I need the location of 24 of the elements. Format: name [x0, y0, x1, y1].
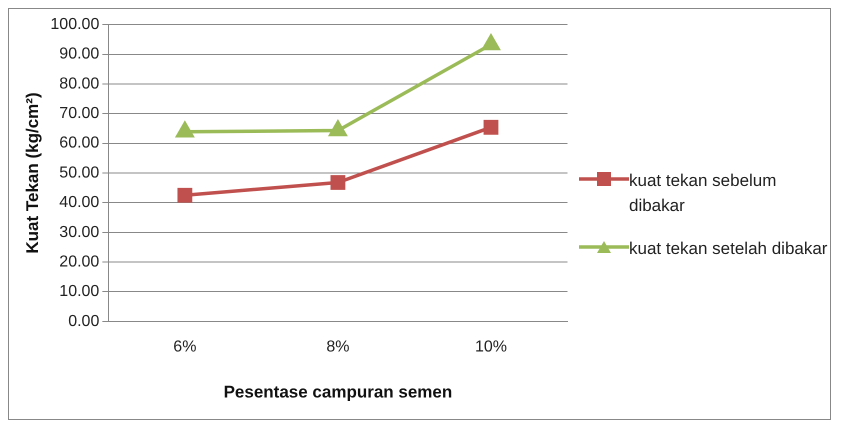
point — [484, 119, 498, 134]
point — [176, 121, 194, 137]
y-tick-label: 80.00 — [59, 74, 100, 92]
y-tick-label: 100.00 — [50, 16, 100, 33]
y-tick-label: 70.00 — [59, 104, 100, 122]
y-tick-label: 20.00 — [59, 252, 100, 270]
y-tick-label: 30.00 — [59, 223, 100, 240]
y-tick-label: 60.00 — [59, 134, 100, 152]
point — [482, 34, 500, 50]
x-axis-title: Pesentase campuran semen — [224, 382, 452, 401]
x-tick-label: 8% — [326, 338, 350, 355]
y-tick-label: 40.00 — [59, 194, 100, 211]
legend-label: kuat tekan sebelum dibakar — [629, 170, 778, 216]
legend-label: kuat tekan setelah dibakar — [629, 238, 828, 260]
x-tick-label: 6% — [173, 338, 196, 355]
point — [330, 174, 346, 190]
point — [329, 120, 347, 136]
y-tick-label: 50.00 — [59, 164, 100, 181]
point — [177, 187, 192, 202]
x-tick-label: 10% — [474, 338, 507, 355]
y-axis-title: Kuat Tekan (kg/cm²) — [22, 92, 42, 254]
y-tick-label: 0.00 — [68, 312, 100, 330]
y-tick-label: 10.00 — [59, 282, 100, 300]
y-tick-label: 90.00 — [59, 45, 100, 62]
